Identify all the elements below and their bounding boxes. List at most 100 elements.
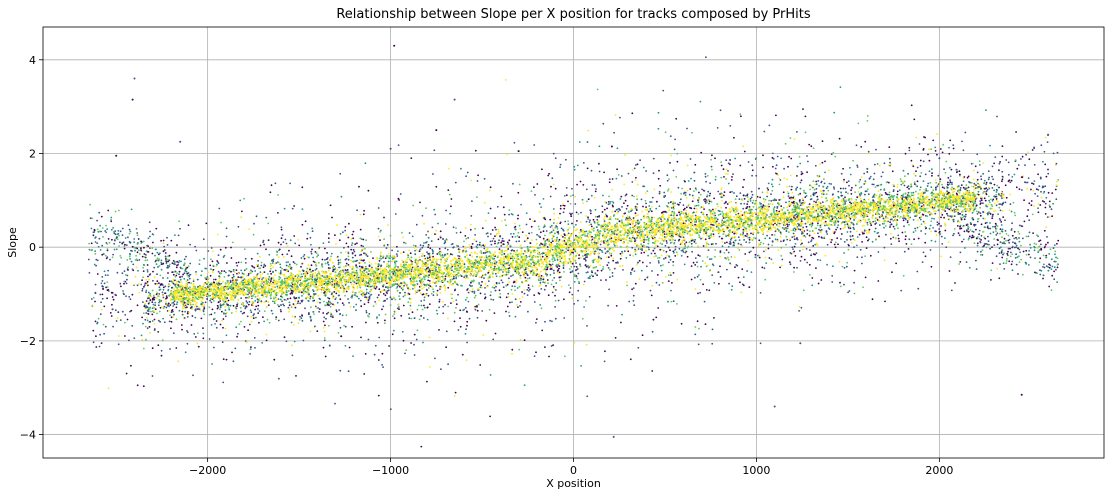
data-point [505, 310, 507, 313]
data-point [624, 199, 627, 202]
data-point [186, 279, 189, 281]
data-point [813, 232, 816, 235]
data-point [96, 273, 99, 275]
data-point [270, 264, 273, 267]
data-point [943, 216, 945, 219]
data-point [632, 217, 635, 219]
data-point [804, 131, 807, 134]
data-point [101, 297, 104, 300]
data-point [384, 313, 387, 316]
data-point [597, 258, 600, 261]
data-point [801, 242, 803, 245]
data-point [428, 336, 431, 339]
data-point [931, 194, 933, 197]
data-point [897, 234, 900, 237]
data-point [534, 194, 536, 196]
data-point [114, 293, 117, 296]
data-point [295, 263, 298, 266]
data-point [978, 185, 981, 188]
data-point [731, 285, 734, 288]
data-point [352, 249, 355, 251]
data-point [836, 226, 839, 229]
data-point [999, 263, 1001, 265]
data-point [554, 317, 557, 320]
data-point [377, 235, 380, 238]
data-point [962, 225, 964, 228]
data-point [577, 289, 580, 292]
data-point [147, 302, 150, 305]
data-point [936, 133, 938, 136]
data-point [308, 313, 310, 315]
data-point [789, 137, 792, 139]
data-point [577, 213, 580, 215]
data-point [563, 195, 566, 197]
data-point [994, 156, 997, 159]
data-point [262, 316, 264, 319]
data-point [776, 173, 778, 175]
data-point [219, 323, 222, 326]
data-point [885, 220, 888, 223]
data-point [702, 245, 705, 247]
data-point [324, 259, 326, 261]
data-point [277, 256, 280, 259]
data-point [475, 245, 478, 248]
data-point [249, 309, 252, 312]
data-point [693, 171, 696, 174]
data-point [975, 180, 978, 183]
data-point [819, 259, 822, 262]
data-point [752, 246, 755, 249]
data-point [460, 167, 462, 170]
data-point [477, 303, 480, 306]
data-point [134, 275, 137, 278]
data-point [972, 169, 975, 172]
data-point [702, 283, 704, 286]
data-point [499, 293, 502, 295]
data-point [707, 264, 709, 267]
data-point [303, 254, 306, 256]
data-point [423, 306, 426, 309]
data-point [762, 242, 765, 245]
data-point [722, 168, 725, 171]
data-point [861, 256, 863, 259]
data-point [616, 147, 619, 150]
data-point [809, 184, 811, 187]
data-point [310, 250, 313, 253]
data-point [125, 372, 128, 375]
data-point [516, 287, 519, 289]
data-point [665, 240, 668, 242]
data-point [953, 208, 955, 211]
data-point [646, 276, 649, 279]
data-point [265, 300, 268, 303]
data-point [849, 235, 852, 238]
data-point [392, 315, 394, 317]
data-point [657, 111, 660, 114]
data-point [183, 272, 186, 275]
data-point [862, 218, 865, 221]
data-point [177, 234, 180, 237]
data-point [332, 316, 334, 318]
data-point [422, 341, 424, 344]
data-point [263, 320, 265, 323]
data-point [746, 233, 748, 235]
data-point [949, 166, 951, 169]
data-point [431, 252, 434, 255]
data-point [972, 178, 975, 181]
data-point [91, 305, 94, 308]
data-point [438, 329, 440, 331]
data-point [875, 238, 877, 241]
data-point [1023, 220, 1026, 223]
data-point [642, 205, 644, 208]
data-point [782, 191, 785, 194]
data-point [567, 223, 570, 226]
data-point [590, 169, 593, 172]
data-point [216, 260, 219, 262]
data-point [293, 324, 295, 326]
data-point [202, 337, 205, 340]
data-point [297, 239, 300, 241]
data-point [861, 262, 863, 265]
data-point [991, 175, 993, 178]
data-point [130, 309, 133, 312]
data-point [103, 305, 106, 308]
data-point [123, 282, 125, 285]
data-point [434, 357, 436, 360]
